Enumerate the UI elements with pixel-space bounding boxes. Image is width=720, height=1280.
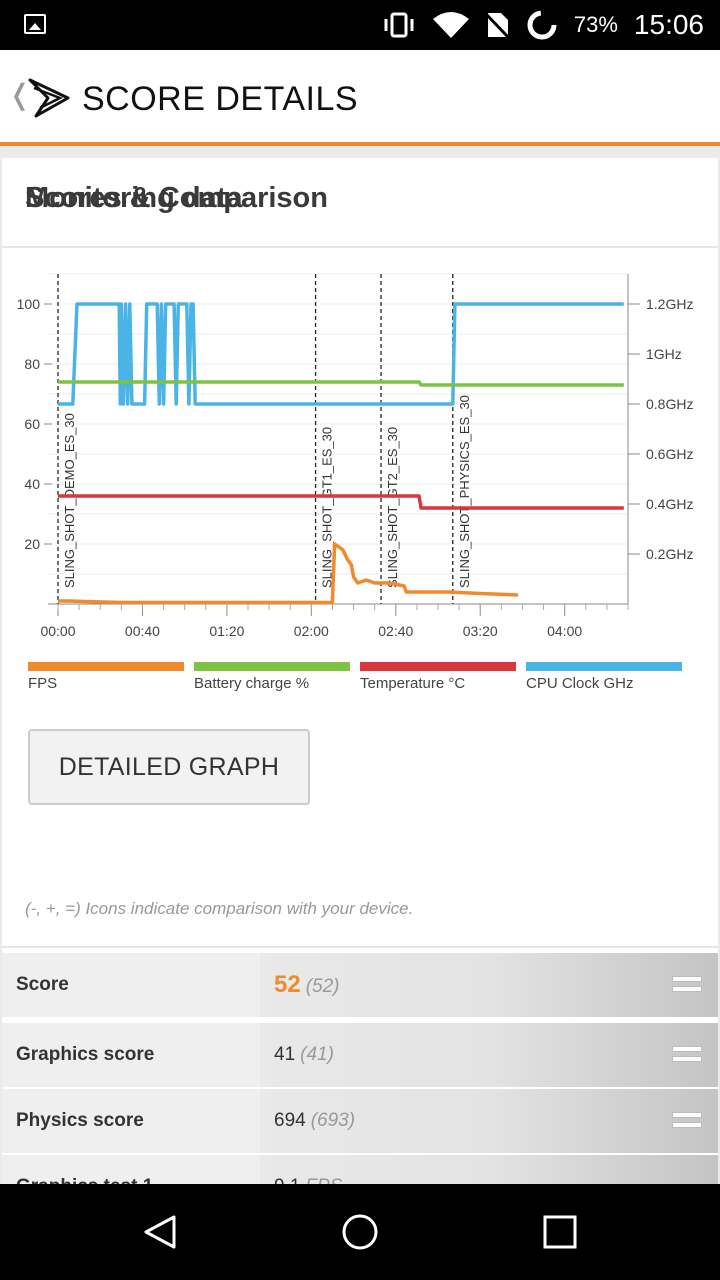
test-marker-label: SLING_SHOT_DEMO_ES_30	[62, 413, 77, 588]
monitoring-title: Monitoring data	[25, 182, 243, 214]
divider	[2, 246, 718, 248]
navigation-bar	[0, 1184, 720, 1280]
score-row-value-cell: 41 (41)	[260, 1023, 718, 1087]
score-row-name: Score	[16, 974, 69, 995]
y-right-tick-label: 0.8GHz	[646, 396, 693, 412]
score-row-name: Graphics score	[16, 1044, 155, 1065]
y-left-tick-label: 60	[24, 416, 40, 432]
series-line	[58, 380, 624, 387]
score-row-value: 41	[274, 1044, 296, 1065]
test-marker-label: SLING_SHOT_GT2_ES_30	[385, 427, 400, 588]
legend-temperature: Temperature °C	[360, 662, 516, 692]
y-left-tick-label: 80	[24, 356, 40, 372]
score-row-value-wrap: 52 (52)	[274, 953, 340, 1017]
legend-battery-swatch	[194, 662, 350, 671]
x-tick-label: 03:20	[463, 623, 498, 639]
score-row[interactable]: Graphics score 41 (41)	[2, 1023, 718, 1087]
equal-icon	[672, 1046, 702, 1064]
no-sim-icon	[485, 12, 510, 39]
page-title: SCORE DETAILS	[82, 80, 359, 118]
y-left-tick-label: 100	[17, 296, 41, 312]
nav-home-icon[interactable]	[341, 1213, 379, 1251]
y-right-tick-label: 0.2GHz	[646, 546, 693, 562]
scores-subtitle: (-, +, =) Icons indicate comparison with…	[25, 899, 414, 918]
status-bar: 73% 15:06	[0, 0, 720, 50]
x-tick-label: 04:00	[547, 623, 582, 639]
score-row-value-cell: 52 (52)	[260, 953, 718, 1017]
score-row-value-cell: 694 (693)	[260, 1089, 718, 1153]
x-tick-label: 02:00	[294, 623, 329, 639]
x-tick-label: 00:40	[125, 623, 160, 639]
status-bar-right: 73% 15:06	[382, 0, 704, 50]
score-row-name: Physics score	[16, 1110, 144, 1131]
score-row-value: 694	[274, 1110, 306, 1131]
vibrate-icon	[384, 12, 414, 38]
y-right-tick-label: 0.6GHz	[646, 446, 693, 462]
legend-battery-label: Battery charge %	[194, 675, 310, 692]
legend-fps: FPS	[28, 662, 184, 692]
series-line	[58, 302, 624, 406]
y-right-tick-label: 1GHz	[646, 346, 682, 362]
wifi-icon	[432, 12, 469, 38]
x-tick-label: 00:00	[40, 623, 75, 639]
clock: 15:06	[633, 9, 704, 40]
legend-cpu-clock-swatch	[526, 662, 682, 671]
score-row-reference: (52)	[305, 976, 340, 997]
content-card: Monitoring data 20 40 60 80 100 0.2GHz 0.4GHz 0…	[2, 158, 718, 1188]
scores-title: Scores & Comparison	[25, 182, 328, 214]
legend-temperature-swatch	[360, 662, 516, 671]
score-row-value: 52	[274, 971, 301, 998]
test-marker-label: SLING_SHOT_PHYSICS_ES_30	[457, 395, 472, 588]
series-line	[58, 494, 624, 510]
score-row-reference: (693)	[310, 1110, 356, 1131]
score-row[interactable]: Physics score 694 (693)	[2, 1089, 718, 1153]
legend-temperature-label: Temperature °C	[360, 675, 466, 692]
score-row-reference: (41)	[300, 1044, 334, 1065]
legend-cpu-clock-label: CPU Clock GHz	[526, 675, 634, 692]
legend-fps-swatch	[28, 662, 184, 671]
x-tick-label: 01:20	[209, 623, 244, 639]
battery-percent: 73%	[573, 12, 618, 37]
legend-cpu-clock: CPU Clock GHz	[526, 662, 682, 692]
y-right-tick-label: 1.2GHz	[646, 296, 693, 312]
3dmark-logo-icon[interactable]	[28, 74, 70, 118]
image-notification-icon	[24, 14, 46, 34]
legend-battery: Battery charge %	[194, 662, 350, 692]
score-row-value-cell: 9.1 FPS	[260, 1155, 718, 1188]
equal-icon	[672, 1112, 702, 1130]
y-left-tick-label: 20	[24, 536, 40, 552]
divider	[2, 946, 718, 948]
y-left-tick-label: 40	[24, 476, 40, 492]
equal-icon	[672, 976, 702, 994]
x-tick-label: 02:40	[378, 623, 413, 639]
app-bar: ❬ SCORE DETAILS	[0, 50, 720, 146]
monitoring-chart[interactable]: 20 40 60 80 100 0.2GHz 0.4GHz 0.6GHz 0.8GHz 1GHz 1…	[2, 258, 718, 658]
score-row[interactable]: Graphics test 1 9.1 FPS	[2, 1155, 718, 1188]
nav-recents-icon[interactable]	[543, 1215, 577, 1249]
test-marker-label: SLING_SHOT_GT1_ES_30	[320, 427, 335, 588]
score-row-value-wrap: 41 (41)	[274, 1023, 334, 1087]
back-chevron-icon[interactable]: ❬	[8, 79, 32, 110]
y-right-tick-label: 0.4GHz	[646, 496, 693, 512]
detailed-graph-button[interactable]: DETAILED GRAPH	[28, 729, 310, 805]
nav-back-icon[interactable]	[142, 1214, 178, 1250]
score-row-value-wrap: 694 (693)	[274, 1089, 355, 1153]
series-line	[58, 542, 519, 605]
score-row[interactable]: Score 52 (52)	[2, 953, 718, 1017]
legend-fps-label: FPS	[28, 675, 58, 692]
battery-saver-icon	[527, 10, 557, 40]
